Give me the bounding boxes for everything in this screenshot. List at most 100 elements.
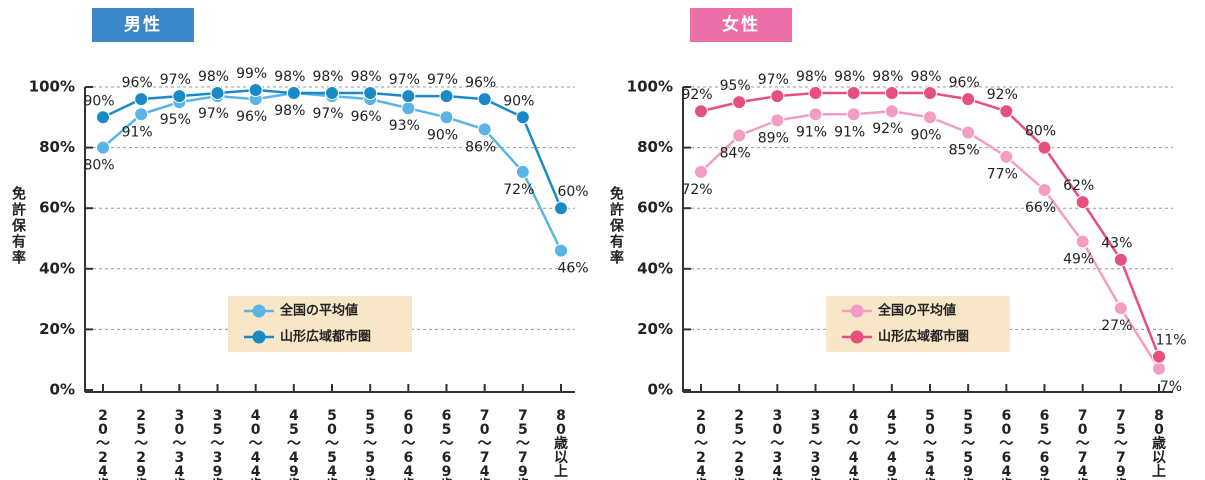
x-tick-label: 55～59歳 xyxy=(961,408,976,480)
x-tick-label: 50～54歳 xyxy=(923,408,937,480)
data-label: 27% xyxy=(1101,318,1132,334)
y-tick-label: 40% xyxy=(39,259,75,277)
x-tick-label: 65～69歳 xyxy=(1037,408,1052,480)
x-tick-label: 55～59歳 xyxy=(363,408,378,480)
data-label: 97% xyxy=(198,106,229,122)
data-label: 98% xyxy=(872,69,903,85)
data-label: 98% xyxy=(274,103,305,119)
y-axis-label: 免許保有率 xyxy=(10,186,26,266)
x-tick-label: 40～44歳 xyxy=(248,408,263,480)
data-point xyxy=(134,107,149,122)
chart-title: 女性 xyxy=(690,8,792,42)
x-tick-label: 45～49歳 xyxy=(884,408,899,480)
data-label: 90% xyxy=(83,93,114,109)
data-label: 90% xyxy=(503,93,534,109)
x-tick-label: 70～74歳 xyxy=(477,408,492,480)
x-tick-label: 35～39歳 xyxy=(210,408,225,480)
data-point xyxy=(808,86,823,101)
data-point xyxy=(439,110,454,125)
y-tick-label: 0% xyxy=(648,381,673,399)
data-label: 84% xyxy=(720,145,751,161)
legend-label: 全国の平均値 xyxy=(877,303,956,319)
legend-marker xyxy=(850,304,864,318)
x-tick-label: 70～74歳 xyxy=(1075,408,1090,480)
data-label: 92% xyxy=(987,87,1018,103)
x-tick-label: 45～49歳 xyxy=(286,408,301,480)
data-point xyxy=(554,201,568,216)
y-tick-label: 80% xyxy=(637,138,673,156)
data-label: 98% xyxy=(834,69,865,85)
data-point xyxy=(770,113,785,128)
legend-label: 山形広域都市圏 xyxy=(280,329,371,345)
data-point xyxy=(477,92,492,107)
data-point xyxy=(846,86,861,101)
y-axis-label: 免許保有率 xyxy=(608,186,624,266)
data-point xyxy=(732,95,747,110)
y-tick-label: 100% xyxy=(29,78,75,96)
data-point xyxy=(1075,234,1090,249)
data-label: 11% xyxy=(1155,333,1186,349)
data-label: 97% xyxy=(312,106,343,122)
data-label: 97% xyxy=(389,72,420,88)
data-point xyxy=(694,104,708,119)
data-label: 98% xyxy=(312,69,343,85)
data-label: 93% xyxy=(389,118,420,134)
legend-marker xyxy=(850,330,864,344)
data-point xyxy=(884,86,899,101)
data-label: 85% xyxy=(949,142,980,158)
x-tick-label: 65～69歳 xyxy=(439,408,454,480)
data-point xyxy=(770,89,785,104)
data-point xyxy=(210,86,225,101)
data-point xyxy=(172,89,187,104)
data-point xyxy=(1152,361,1166,376)
data-label: 96% xyxy=(949,75,980,91)
data-label: 91% xyxy=(796,124,827,140)
x-tick-label: 35～39歳 xyxy=(808,408,823,480)
data-label: 86% xyxy=(465,139,496,155)
data-label: 43% xyxy=(1101,236,1132,252)
data-point xyxy=(1075,195,1090,210)
data-point xyxy=(477,122,492,137)
data-point xyxy=(1113,252,1128,267)
data-label: 96% xyxy=(236,109,267,125)
x-tick-label: 60～64歳 xyxy=(999,408,1014,480)
legend-marker xyxy=(252,304,266,318)
data-label: 97% xyxy=(160,72,191,88)
y-tick-label: 60% xyxy=(39,199,75,217)
data-label: 49% xyxy=(1063,252,1094,268)
data-point xyxy=(401,89,416,104)
data-point xyxy=(961,92,976,107)
data-label: 97% xyxy=(758,72,789,88)
data-point xyxy=(515,110,530,125)
x-tick-label: 60～64歳 xyxy=(401,408,416,480)
data-label: 96% xyxy=(122,75,153,91)
data-label: 95% xyxy=(160,112,191,128)
data-label: 96% xyxy=(465,75,496,91)
data-point xyxy=(96,140,110,155)
y-tick-label: 80% xyxy=(39,138,75,156)
data-label: 99% xyxy=(236,66,267,82)
data-point xyxy=(401,101,416,116)
data-point xyxy=(846,107,861,122)
x-tick-label: 30～34歳 xyxy=(172,408,187,480)
data-label: 92% xyxy=(872,121,903,137)
data-label: 7% xyxy=(1160,379,1182,395)
data-point xyxy=(1113,301,1128,316)
legend-marker xyxy=(252,330,266,344)
legend-label: 山形広域都市圏 xyxy=(878,329,969,345)
data-point xyxy=(923,86,937,101)
data-point xyxy=(732,128,747,143)
y-tick-label: 20% xyxy=(637,320,673,338)
data-point xyxy=(1037,140,1052,155)
data-point xyxy=(96,110,110,125)
data-point xyxy=(439,89,454,104)
data-label: 98% xyxy=(351,69,382,85)
data-point xyxy=(999,149,1014,164)
data-point xyxy=(923,110,937,125)
data-point xyxy=(1152,349,1166,364)
y-tick-label: 20% xyxy=(39,320,75,338)
y-tick-label: 40% xyxy=(637,259,673,277)
data-point xyxy=(515,164,530,179)
